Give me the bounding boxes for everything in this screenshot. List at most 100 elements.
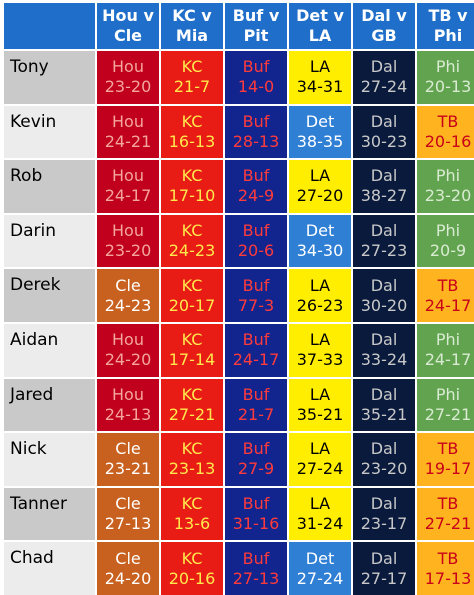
pick-score: 33-24 xyxy=(360,350,408,370)
player-name: Nick xyxy=(4,433,95,486)
pick-team: Buf xyxy=(242,221,270,241)
pick-score: 31-16 xyxy=(232,514,280,534)
pick-team: Buf xyxy=(242,275,270,295)
pick-cell: Buf 20-6 xyxy=(225,214,287,268)
pick-score: 28-13 xyxy=(232,131,280,151)
pick-cell: Buf 14-0 xyxy=(225,51,287,104)
pick-team: Buf xyxy=(242,548,270,568)
pick-cell: KC 13-6 xyxy=(161,487,223,541)
pick-team: Buf xyxy=(242,166,270,186)
column-header-label: Buf v Pit xyxy=(232,6,280,45)
pick-team: Dal xyxy=(370,166,398,186)
pick-cell: Dal 23-20 xyxy=(353,433,415,486)
pick-cell: Det 38-35 xyxy=(289,105,351,159)
pick-team: Dal xyxy=(370,221,398,241)
pick-score: 26-23 xyxy=(296,295,344,315)
pick-cell: Buf 27-9 xyxy=(225,433,287,486)
pick-score: 27-24 xyxy=(296,459,344,479)
pick-cell: Hou 24-20 xyxy=(97,323,159,377)
column-header-label: Hou v Cle xyxy=(102,6,154,45)
pick-score: 24-23 xyxy=(168,241,216,261)
pick-team: KC xyxy=(181,494,203,514)
pick-cell: Phi 20-9 xyxy=(417,214,474,268)
pick-score: 24-17 xyxy=(424,295,472,315)
column-header-label: Dal v GB xyxy=(361,6,407,45)
pick-team: KC xyxy=(181,111,203,131)
pick-team: TB xyxy=(437,494,459,514)
pick-cell: TB 24-17 xyxy=(417,269,474,322)
pick-cell: KC 27-21 xyxy=(161,378,223,432)
player-name: Jared xyxy=(4,378,95,432)
pick-score: 20-17 xyxy=(168,295,216,315)
column-header-game-5: Dal v GB xyxy=(353,3,415,49)
pick-score: 23-20 xyxy=(360,459,408,479)
pick-team: Det xyxy=(305,548,335,568)
pick-cell: Cle 27-13 xyxy=(97,487,159,541)
pick-cell: Det 34-30 xyxy=(289,214,351,268)
pick-team: Cle xyxy=(115,494,141,514)
pick-score: 17-14 xyxy=(168,350,216,370)
pick-team: KC xyxy=(181,330,203,350)
player-name: Tanner xyxy=(4,487,95,541)
pick-score: 20-13 xyxy=(424,77,472,97)
header-corner xyxy=(4,3,95,49)
pick-score: 20-6 xyxy=(237,241,275,261)
pick-cell: Buf 21-7 xyxy=(225,378,287,432)
pick-cell: KC 17-10 xyxy=(161,160,223,213)
pick-cell: Cle 24-20 xyxy=(97,542,159,595)
pick-team: KC xyxy=(181,548,203,568)
column-header-game-4: Det v LA xyxy=(289,3,351,49)
pick-team: LA xyxy=(309,166,331,186)
pick-team: Hou xyxy=(112,330,144,350)
pick-team: TB xyxy=(437,111,459,131)
player-name: Rob xyxy=(4,160,95,213)
pick-cell: LA 27-20 xyxy=(289,160,351,213)
pick-score: 24-17 xyxy=(232,350,280,370)
pick-cell: Buf 31-16 xyxy=(225,487,287,541)
pick-team: TB xyxy=(437,548,459,568)
pick-team: LA xyxy=(309,57,331,77)
pick-score: 27-24 xyxy=(296,568,344,588)
pick-score: 17-10 xyxy=(168,186,216,206)
pick-team: TB xyxy=(437,439,459,459)
pick-team: Det xyxy=(305,221,335,241)
pick-score: 27-23 xyxy=(360,241,408,261)
pick-team: Cle xyxy=(115,548,141,568)
pick-score: 35-21 xyxy=(360,404,408,424)
pick-team: Hou xyxy=(112,166,144,186)
pick-cell: Cle 23-21 xyxy=(97,433,159,486)
pick-team: Dal xyxy=(370,494,398,514)
pick-cell: Buf 24-17 xyxy=(225,323,287,377)
column-header-label: TB v Phi xyxy=(428,6,468,45)
pick-score: 27-9 xyxy=(237,459,275,479)
pick-team: KC xyxy=(181,384,203,404)
pick-team: KC xyxy=(181,275,203,295)
pick-team: KC xyxy=(181,166,203,186)
pick-team: Phi xyxy=(435,166,461,186)
pick-score: 14-0 xyxy=(237,77,275,97)
player-name: Darin xyxy=(4,214,95,268)
pick-score: 21-7 xyxy=(173,77,211,97)
column-header-game-3: Buf v Pit xyxy=(225,3,287,49)
pick-score: 27-13 xyxy=(232,568,280,588)
pick-team: LA xyxy=(309,439,331,459)
pick-score: 23-17 xyxy=(360,514,408,534)
pick-cell: Dal 27-23 xyxy=(353,214,415,268)
player-name: Tony xyxy=(4,51,95,104)
column-header-label: Det v LA xyxy=(296,6,344,45)
pick-cell: Hou 24-17 xyxy=(97,160,159,213)
pick-cell: Phi 23-20 xyxy=(417,160,474,213)
pick-team: Dal xyxy=(370,57,398,77)
pick-score: 34-31 xyxy=(296,77,344,97)
pick-score: 77-3 xyxy=(237,295,275,315)
pick-team: Cle xyxy=(115,439,141,459)
pick-cell: LA 37-33 xyxy=(289,323,351,377)
pick-team: Dal xyxy=(370,548,398,568)
pick-team: Buf xyxy=(242,111,270,131)
pick-cell: Hou 23-20 xyxy=(97,214,159,268)
pick-cell: KC 20-17 xyxy=(161,269,223,322)
pick-cell: Phi 24-17 xyxy=(417,323,474,377)
pick-cell: KC 24-23 xyxy=(161,214,223,268)
pick-team: Phi xyxy=(435,57,461,77)
pick-team: Buf xyxy=(242,439,270,459)
